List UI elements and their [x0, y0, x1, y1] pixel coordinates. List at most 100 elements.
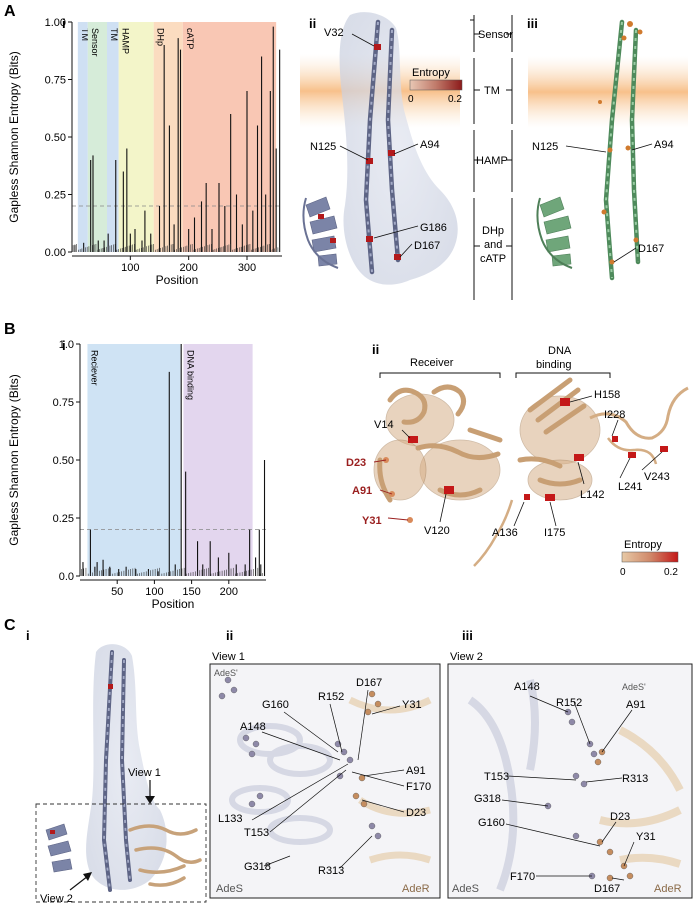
y-tick-label: 1.00: [45, 17, 66, 29]
view1-ades-sticks: [218, 676, 382, 840]
entropy-colorbar-a: [409, 79, 463, 91]
y-axis-label: Gapless Shannon Entropy (Bits): [7, 374, 21, 545]
ades-structure-entropy: V32 N125 A94 G186 D167 Entropy 0 0.2: [300, 12, 462, 285]
label-d167: D167: [414, 240, 440, 252]
legend-min-b: 0: [620, 567, 626, 578]
view1-panel: AdeS' G160 R152 D167 Y31 A148 A91 F170 L…: [209, 663, 441, 899]
b2-red-leaders: [373, 459, 409, 521]
label-a94: A94: [420, 139, 440, 151]
y-tick-label: 0.50: [45, 132, 66, 144]
panel-c-iii-label: iii: [462, 628, 473, 643]
green-helix-stripes: [604, 21, 639, 279]
view2-bg-helices: [467, 679, 539, 892]
x-tick-label: 100: [121, 262, 139, 274]
dna-binding-sheets: [517, 377, 587, 487]
region-label: cATP: [185, 28, 195, 49]
panel-a-ii-label: ii: [309, 16, 316, 31]
view2-a148: A148: [514, 681, 540, 693]
label-i175: I175: [544, 527, 565, 539]
label-a136: A136: [492, 527, 518, 539]
panel-c-ii-label: ii: [226, 628, 233, 643]
label-view1-overview: View 1: [128, 767, 161, 779]
legend-max-b: 0.2: [664, 567, 678, 578]
y-tick-label: 0.75: [45, 75, 66, 87]
region-label: HAMP: [121, 28, 131, 54]
a2-leaders: [339, 33, 419, 258]
green-loop: [536, 197, 573, 269]
ades-structure-green: N125 A94 D167: [528, 19, 688, 281]
y-tick-label: 0.0: [59, 571, 74, 583]
label-g186: G186: [420, 222, 447, 234]
view2-arrow-line: [69, 875, 89, 891]
view1-d23: D23: [406, 807, 426, 819]
label-v120: V120: [424, 525, 450, 537]
label-d167-green: D167: [638, 243, 664, 255]
legend-min-a: 0: [408, 94, 414, 105]
domain-receiver: Receiver: [410, 357, 454, 369]
view2-d167: D167: [594, 883, 620, 895]
view2-leaders: [501, 695, 635, 881]
region-label: TM: [80, 28, 90, 41]
view2-ades-prime: AdeS': [622, 682, 646, 692]
view1-t153: T153: [244, 827, 269, 839]
orange-sidechains: [598, 21, 643, 265]
label-a94-green: A94: [654, 139, 674, 151]
view2-title: View 2: [450, 651, 483, 663]
label-d23: D23: [346, 457, 366, 469]
region-band: [182, 22, 277, 252]
panel-letter-b: B: [4, 321, 16, 338]
view1-d167: D167: [356, 677, 382, 689]
label-h158: H158: [594, 389, 620, 401]
region-label: TM: [109, 28, 119, 41]
panel-letter-c: C: [4, 617, 16, 634]
x-tick-label: 200: [220, 586, 238, 598]
ader-high-entropy: [408, 398, 668, 501]
ader-structure: Receiver DNA binding: [346, 345, 689, 578]
domain-dna-2: binding: [536, 359, 571, 371]
entropy-chart-ades: TM Sensor TM HAMP DHp cATP0.000.250.500.751.0…: [7, 17, 282, 287]
view1-bg-helices: [229, 723, 333, 845]
view1-arrow-head: [145, 796, 155, 804]
x-tick-label: 300: [238, 262, 256, 274]
domain-dhp-3: cATP: [480, 253, 506, 265]
domain-brackets: Sensor TM HAMP DHp and cATP: [470, 15, 513, 300]
view1-frame: [209, 663, 441, 899]
view2-r152: R152: [556, 697, 582, 709]
label-i228: I228: [604, 409, 625, 421]
view1-title: View 1: [212, 651, 245, 663]
label-v32: V32: [324, 27, 344, 39]
y-axis-label: Gapless Shannon Entropy (Bits): [7, 51, 21, 222]
label-a91: A91: [352, 485, 372, 497]
panel-b-i-label: i: [62, 338, 66, 353]
domain-sensor: Sensor: [478, 29, 513, 41]
region-band: [183, 344, 253, 576]
x-axis-label: Position: [156, 273, 199, 287]
view2-panel: A148 AdeS' R152 A91 T153 R313 G318 D23 G…: [447, 663, 693, 899]
domain-tm: TM: [484, 85, 500, 97]
legend-max-a: 0.2: [448, 94, 462, 105]
label-y31: Y31: [362, 515, 382, 527]
y-tick-label: 0.25: [53, 513, 74, 525]
view1-leaders: [251, 689, 405, 869]
region-label: Reciever: [89, 350, 99, 386]
region-band: [118, 22, 154, 252]
view2-ades: AdeS: [452, 883, 479, 895]
entropy-colorbar-b: [621, 551, 679, 563]
b2-leaders: [401, 395, 663, 527]
panel-b-ii-label: ii: [372, 342, 379, 357]
view1-y31: Y31: [402, 699, 422, 711]
high-entropy-residues: [318, 44, 401, 260]
zoom-box: [35, 803, 207, 903]
c-terminal-loop: [606, 437, 658, 465]
view1-f170: F170: [406, 781, 431, 793]
view1-g318: G318: [244, 861, 271, 873]
x-tick-label: 200: [179, 262, 197, 274]
y-tick-label: 0.75: [53, 397, 74, 409]
view1-g160: G160: [262, 699, 289, 711]
dna-binding-domain: [519, 395, 601, 501]
view1-ader-sticks: [352, 690, 382, 808]
view2-g318: G318: [474, 793, 501, 805]
view1-a148: A148: [240, 721, 266, 733]
green-sheet: [539, 196, 572, 267]
